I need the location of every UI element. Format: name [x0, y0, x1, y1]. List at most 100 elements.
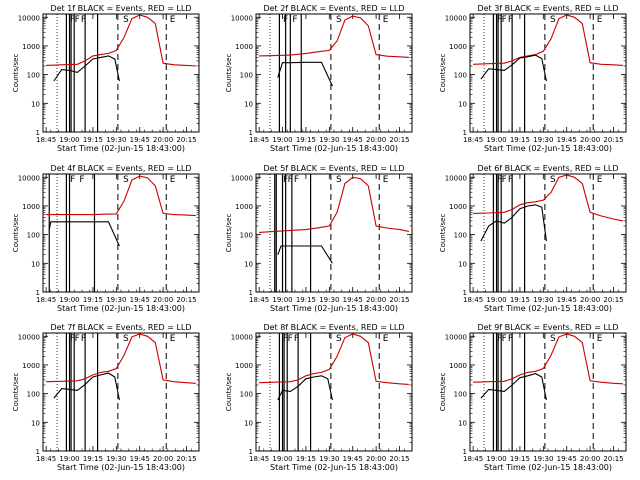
- x-tick-label: 19:15: [83, 136, 103, 144]
- events-series-line: [480, 204, 547, 242]
- x-tick-label: 19:30: [319, 136, 339, 144]
- y-axis-label: Counts/sec: [12, 214, 20, 253]
- x-tick-label: 20:00: [366, 296, 386, 304]
- marker-label: E: [597, 175, 603, 185]
- marker-label: E: [170, 175, 176, 185]
- y-tick-label: 10: [31, 100, 40, 108]
- x-tick-label: 19:30: [319, 296, 339, 304]
- marker-label: E: [383, 334, 389, 344]
- marker-label: F: [288, 175, 293, 185]
- x-tick-label: 19:15: [83, 296, 103, 304]
- x-tick-label: 19:00: [59, 296, 79, 304]
- x-tick-label: 18:45: [463, 136, 483, 144]
- x-tick-label: 20:15: [176, 296, 196, 304]
- x-tick-label: 19:45: [557, 455, 577, 463]
- y-tick-label: 100: [27, 72, 40, 80]
- y-tick-label: 1000: [22, 203, 40, 211]
- x-tick-label: 20:00: [153, 296, 173, 304]
- x-tick-label: 20:00: [153, 455, 173, 463]
- y-tick-label: 100: [27, 232, 40, 240]
- x-tick-label: 18:45: [249, 296, 269, 304]
- marker-label: S: [123, 334, 129, 344]
- marker-label: F: [508, 15, 513, 25]
- lld-series-line: [473, 14, 623, 66]
- marker-label: S: [123, 15, 129, 25]
- x-tick-label: 18:45: [36, 296, 56, 304]
- y-tick-label: 1000: [22, 362, 40, 370]
- marker-label: F: [508, 175, 513, 185]
- x-tick-label: 19:45: [557, 136, 577, 144]
- y-axis-label: Counts/sec: [439, 54, 447, 93]
- x-tick-label: 19:15: [83, 455, 103, 463]
- marker-label: F: [70, 175, 75, 185]
- marker-label: S: [336, 15, 342, 25]
- chart-panel-7: Det 7f BLACK = Events, RED = LLD 1 10 100 10…: [12, 323, 200, 472]
- y-tick-label: 10: [458, 260, 467, 268]
- x-tick-label: 20:15: [389, 296, 409, 304]
- y-tick-label: 10000: [18, 14, 40, 22]
- x-tick-label: 19:30: [533, 136, 553, 144]
- y-tick-label: 1000: [235, 43, 253, 51]
- marker-label: F: [508, 334, 513, 344]
- y-tick-label: 10000: [231, 14, 253, 22]
- marker-label: F: [502, 334, 507, 344]
- y-axis-label: Counts/sec: [439, 373, 447, 412]
- marker-label: S: [336, 175, 342, 185]
- marker-label: F: [75, 334, 80, 344]
- marker-label: F: [283, 175, 288, 185]
- chart-panel-2: Det 2f BLACK = Events, RED = LLD 1 10 100 10…: [225, 4, 413, 153]
- x-tick-label: 19:45: [343, 136, 363, 144]
- marker-label: F: [497, 15, 502, 25]
- y-tick-label: 10000: [18, 333, 40, 341]
- x-tick-label: 19:45: [343, 455, 363, 463]
- x-axis-label: Start Time (02-Jun-15 18:43:00): [270, 144, 398, 153]
- chart-title: Det 3f BLACK = Events, RED = LLD: [477, 4, 618, 13]
- chart-title: Det 7f BLACK = Events, RED = LLD: [50, 323, 191, 332]
- marker-label: F: [292, 15, 297, 25]
- x-tick-label: 20:15: [389, 455, 409, 463]
- lld-series-line: [259, 15, 409, 58]
- x-tick-label: 19:15: [510, 296, 530, 304]
- chart-panel-6: Det 6f BLACK = Events, RED = LLD 1 10 100 10…: [439, 164, 627, 313]
- marker-label: E: [170, 334, 176, 344]
- y-tick-label: 1: [36, 448, 40, 456]
- x-tick-label: 19:30: [319, 455, 339, 463]
- x-tick-label: 19:30: [106, 136, 126, 144]
- x-tick-label: 19:45: [130, 296, 150, 304]
- chart-title: Det 5f BLACK = Events, RED = LLD: [263, 164, 404, 173]
- x-tick-label: 20:00: [153, 136, 173, 144]
- y-tick-label: 1000: [22, 43, 40, 51]
- x-axis-label: Start Time (02-Jun-15 18:43:00): [270, 463, 398, 472]
- y-tick-label: 10: [244, 419, 253, 427]
- x-tick-label: 19:00: [486, 136, 506, 144]
- x-tick-label: 19:30: [533, 455, 553, 463]
- y-tick-label: 10000: [445, 14, 467, 22]
- marker-label: F: [75, 15, 80, 25]
- x-tick-label: 19:45: [130, 455, 150, 463]
- marker-label: F: [502, 175, 507, 185]
- chart-title: Det 6f BLACK = Events, RED = LLD: [477, 164, 618, 173]
- y-axis-label: Counts/sec: [12, 54, 20, 93]
- y-axis-label: Counts/sec: [225, 214, 233, 253]
- y-tick-label: 100: [240, 72, 253, 80]
- y-tick-label: 1: [36, 289, 40, 297]
- chart-title: Det 4f BLACK = Events, RED = LLD: [50, 164, 191, 173]
- chart-panel-4: Det 4f BLACK = Events, RED = LLD 1 10 100 10…: [12, 164, 200, 313]
- y-tick-label: 1000: [235, 203, 253, 211]
- y-tick-label: 10: [458, 100, 467, 108]
- marker-label: F: [79, 175, 84, 185]
- x-tick-label: 20:15: [603, 136, 623, 144]
- y-tick-label: 10000: [231, 174, 253, 182]
- events-series-line: [277, 61, 333, 87]
- x-tick-label: 19:00: [272, 455, 292, 463]
- x-tick-label: 18:45: [249, 455, 269, 463]
- x-tick-label: 20:15: [389, 136, 409, 144]
- marker-label: F: [283, 15, 288, 25]
- x-tick-label: 19:15: [510, 455, 530, 463]
- lld-series-line: [46, 14, 196, 67]
- chart-panel-1: Det 1f BLACK = Events, RED = LLD 1 10 100 10…: [12, 4, 200, 153]
- marker-label: E: [383, 175, 389, 185]
- marker-label: F: [283, 334, 288, 344]
- y-axis-label: Counts/sec: [225, 54, 233, 93]
